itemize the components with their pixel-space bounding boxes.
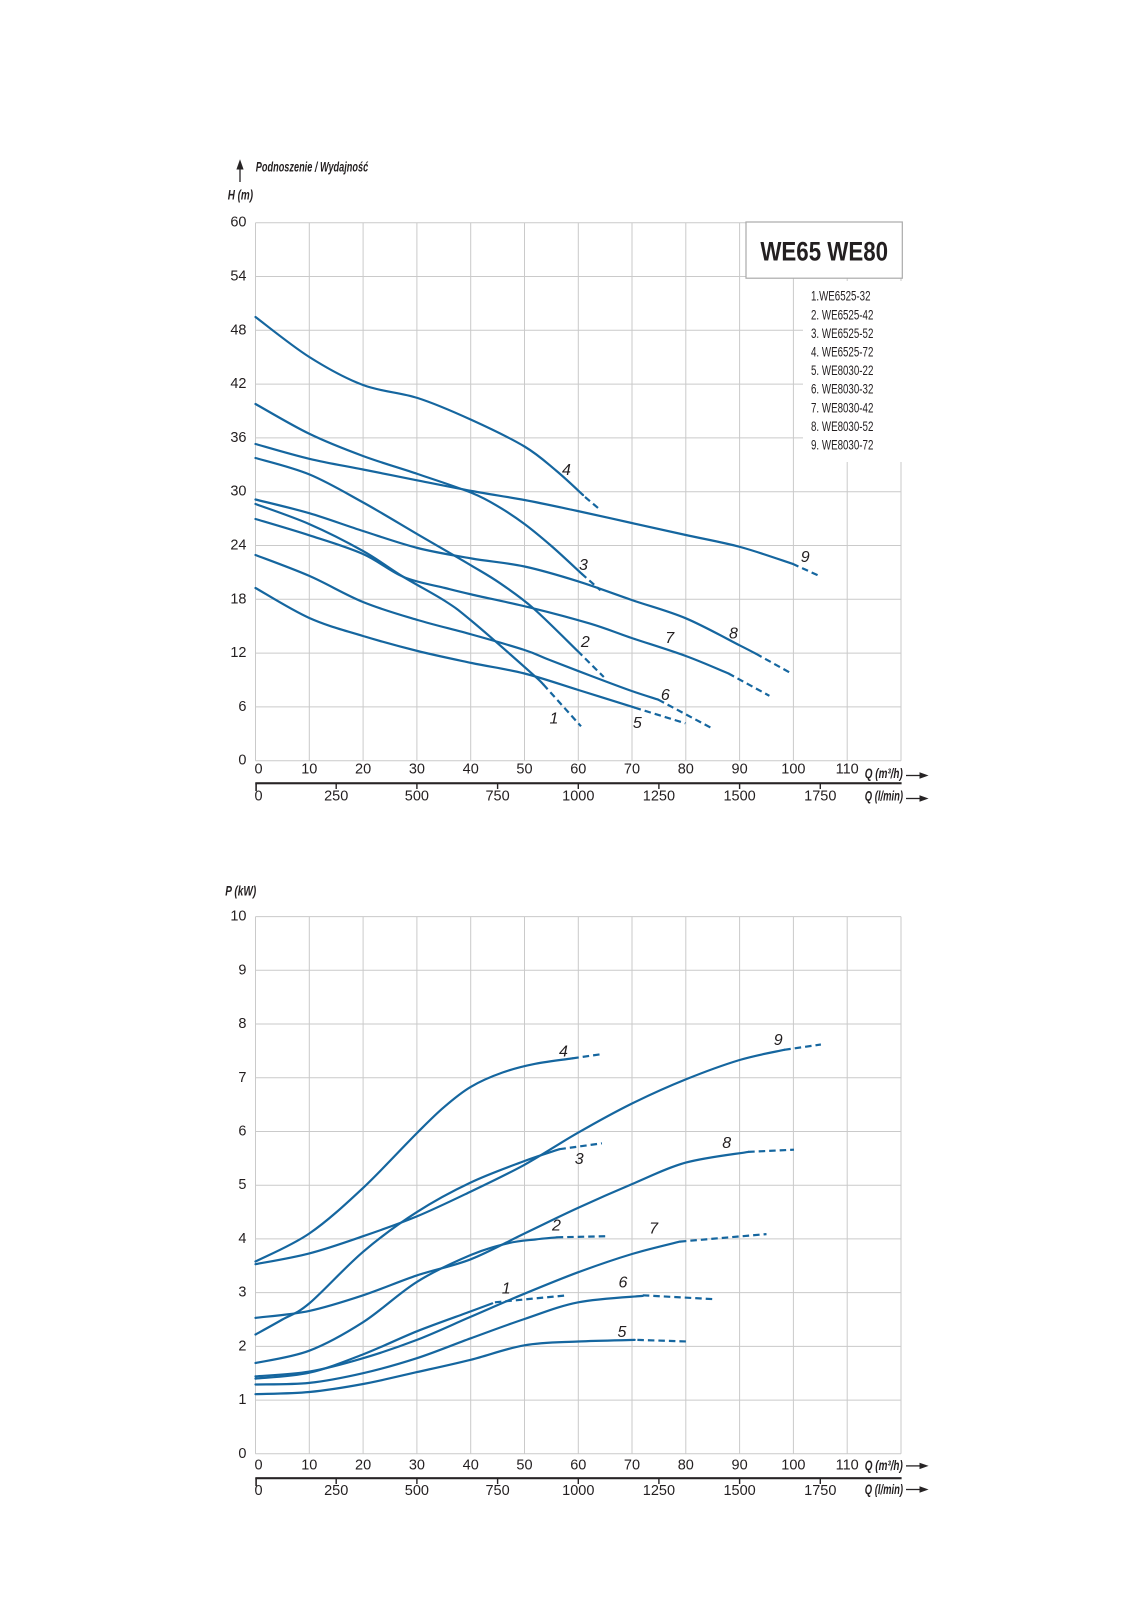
svg-text:6: 6 — [619, 1275, 628, 1292]
svg-text:48: 48 — [230, 322, 246, 338]
svg-text:8: 8 — [729, 626, 738, 643]
svg-text:1.WE6525-32: 1.WE6525-32 — [811, 289, 871, 304]
svg-text:9: 9 — [774, 1032, 783, 1049]
svg-text:24: 24 — [230, 538, 246, 554]
svg-text:3: 3 — [238, 1285, 246, 1301]
svg-text:8: 8 — [722, 1135, 731, 1152]
svg-text:20: 20 — [355, 1458, 371, 1474]
svg-text:60: 60 — [230, 215, 246, 231]
svg-text:1000: 1000 — [562, 1483, 594, 1499]
svg-text:750: 750 — [485, 1483, 509, 1499]
svg-text:250: 250 — [324, 1483, 348, 1499]
svg-text:Podnoszenie / Wydajność: Podnoszenie / Wydajność — [256, 160, 369, 175]
svg-text:5: 5 — [618, 1324, 627, 1341]
svg-text:9: 9 — [801, 549, 810, 566]
svg-text:2: 2 — [551, 1218, 561, 1235]
svg-text:2: 2 — [580, 634, 590, 651]
svg-text:18: 18 — [230, 591, 246, 607]
svg-text:10: 10 — [230, 909, 246, 925]
svg-text:6. WE8030-32: 6. WE8030-32 — [811, 382, 873, 397]
svg-text:80: 80 — [678, 762, 694, 778]
svg-text:0: 0 — [254, 1483, 262, 1499]
svg-text:6: 6 — [661, 687, 670, 704]
svg-text:36: 36 — [230, 430, 246, 446]
svg-text:1250: 1250 — [643, 1483, 675, 1499]
svg-text:30: 30 — [409, 1458, 425, 1474]
svg-text:110: 110 — [836, 762, 859, 778]
svg-text:1: 1 — [502, 1280, 511, 1297]
svg-text:2. WE6525-42: 2. WE6525-42 — [811, 307, 873, 322]
svg-text:0: 0 — [254, 762, 262, 778]
svg-text:80: 80 — [678, 1458, 694, 1474]
svg-text:50: 50 — [516, 1458, 532, 1474]
svg-text:40: 40 — [463, 1458, 479, 1474]
svg-text:30: 30 — [409, 762, 425, 778]
svg-text:500: 500 — [405, 789, 429, 805]
svg-text:WE65 WE80: WE65 WE80 — [760, 237, 888, 267]
svg-text:90: 90 — [732, 762, 748, 778]
svg-text:8: 8 — [238, 1016, 246, 1032]
svg-text:30: 30 — [230, 484, 246, 500]
svg-text:3: 3 — [579, 557, 588, 574]
svg-text:9. WE8030-72: 9. WE8030-72 — [811, 438, 873, 453]
svg-text:90: 90 — [732, 1458, 748, 1474]
svg-text:20: 20 — [355, 762, 371, 778]
svg-text:H (m): H (m) — [228, 187, 254, 202]
svg-text:4: 4 — [562, 462, 571, 479]
svg-text:3. WE6525-52: 3. WE6525-52 — [811, 326, 873, 341]
svg-text:1000: 1000 — [562, 789, 594, 805]
svg-text:7: 7 — [238, 1070, 246, 1086]
svg-text:0: 0 — [238, 1446, 246, 1462]
svg-text:1750: 1750 — [804, 789, 836, 805]
svg-text:1750: 1750 — [804, 1483, 836, 1499]
svg-text:9: 9 — [238, 962, 246, 978]
svg-text:7: 7 — [649, 1221, 659, 1238]
svg-text:60: 60 — [570, 1458, 586, 1474]
svg-text:3: 3 — [575, 1151, 584, 1168]
svg-text:5. WE8030-22: 5. WE8030-22 — [811, 363, 873, 378]
svg-text:100: 100 — [781, 1458, 805, 1474]
svg-text:60: 60 — [570, 762, 586, 778]
svg-text:54: 54 — [230, 269, 246, 285]
svg-text:0: 0 — [254, 1458, 262, 1474]
svg-text:2: 2 — [238, 1338, 246, 1354]
svg-text:Q (l/min): Q (l/min) — [865, 789, 904, 804]
svg-text:250: 250 — [324, 789, 348, 805]
svg-text:12: 12 — [230, 645, 246, 661]
svg-text:4: 4 — [238, 1231, 246, 1247]
svg-text:5: 5 — [633, 715, 642, 732]
svg-text:750: 750 — [485, 789, 509, 805]
svg-text:110: 110 — [836, 1458, 859, 1474]
svg-text:10: 10 — [301, 1458, 317, 1474]
svg-text:Q (m³/h): Q (m³/h) — [865, 1458, 903, 1473]
svg-text:7. WE8030-42: 7. WE8030-42 — [811, 400, 873, 415]
svg-text:4: 4 — [559, 1043, 568, 1060]
svg-text:70: 70 — [624, 762, 640, 778]
svg-text:40: 40 — [463, 762, 479, 778]
svg-text:1: 1 — [238, 1392, 246, 1408]
svg-text:6: 6 — [238, 699, 246, 715]
svg-text:1: 1 — [550, 710, 559, 727]
svg-text:0: 0 — [238, 753, 246, 769]
svg-text:P (kW): P (kW) — [225, 884, 256, 899]
svg-text:100: 100 — [781, 762, 805, 778]
svg-text:70: 70 — [624, 1458, 640, 1474]
svg-text:7: 7 — [665, 630, 675, 647]
svg-text:1500: 1500 — [723, 789, 755, 805]
svg-text:6: 6 — [238, 1124, 246, 1140]
svg-text:5: 5 — [238, 1177, 246, 1193]
svg-text:500: 500 — [405, 1483, 429, 1499]
svg-text:1250: 1250 — [643, 789, 675, 805]
svg-text:0: 0 — [254, 789, 262, 805]
svg-text:1500: 1500 — [723, 1483, 755, 1499]
svg-text:8. WE8030-52: 8. WE8030-52 — [811, 419, 873, 434]
svg-text:42: 42 — [230, 376, 246, 392]
svg-text:Q (m³/h): Q (m³/h) — [865, 766, 903, 781]
svg-text:50: 50 — [516, 762, 532, 778]
svg-text:Q (l/min): Q (l/min) — [865, 1482, 904, 1497]
svg-text:10: 10 — [301, 762, 317, 778]
svg-text:4. WE6525-72: 4. WE6525-72 — [811, 345, 873, 360]
